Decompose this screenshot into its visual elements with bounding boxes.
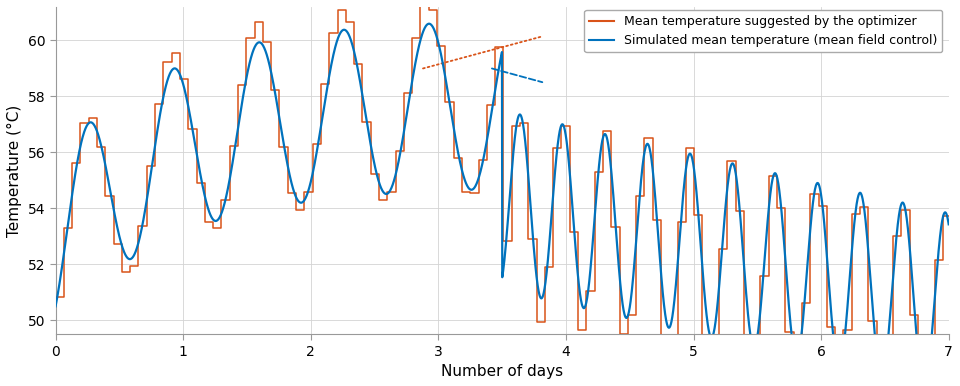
Y-axis label: Temperature (°C): Temperature (°C) [7,104,22,237]
X-axis label: Number of days: Number of days [441,364,564,379]
Legend: Mean temperature suggested by the optimizer, Simulated mean temperature (mean fi: Mean temperature suggested by the optimi… [584,10,943,52]
